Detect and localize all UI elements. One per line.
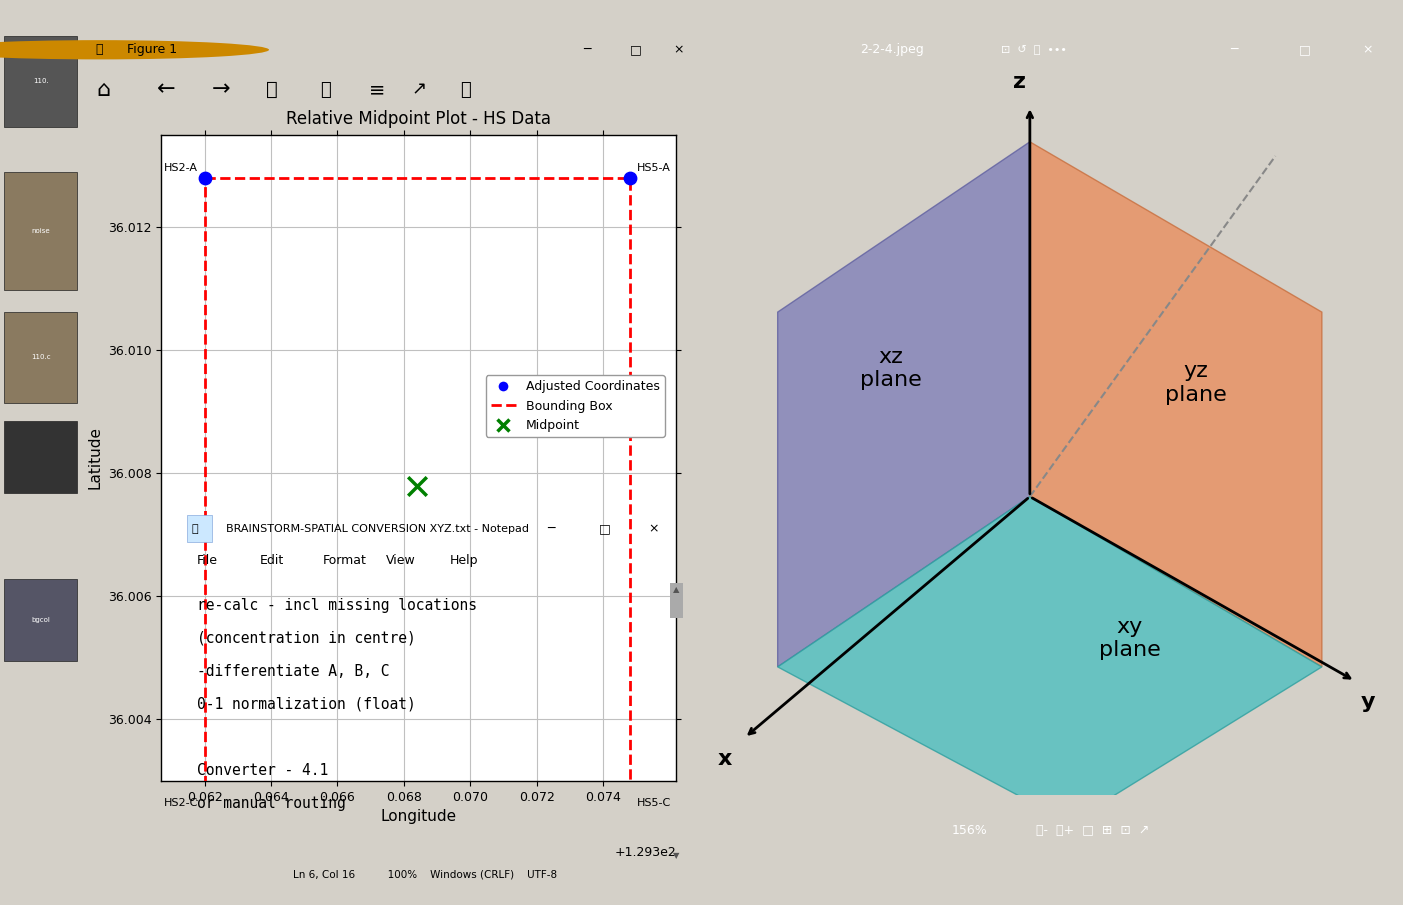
Polygon shape	[1030, 142, 1322, 667]
Text: 💾: 💾	[460, 81, 471, 99]
Text: ─: ─	[1230, 43, 1237, 56]
Text: ─: ─	[547, 522, 556, 535]
Text: 2-2-4.jpeg: 2-2-4.jpeg	[860, 43, 923, 56]
Y-axis label: Latitude: Latitude	[87, 426, 102, 490]
Text: y: y	[1361, 692, 1375, 712]
Text: ─: ─	[584, 43, 591, 56]
Bar	[4, 421, 77, 493]
Text: ⛶: ⛶	[267, 81, 278, 99]
Text: ×: ×	[1362, 43, 1374, 56]
Text: 110.c: 110.c	[31, 355, 51, 360]
Text: ⊡  ↺  🗑  •••: ⊡ ↺ 🗑 •••	[1000, 44, 1066, 55]
Text: HS5-C: HS5-C	[637, 798, 671, 808]
Point	[619, 786, 641, 801]
Text: noise: noise	[31, 228, 51, 233]
Title: Relative Midpoint Plot - HS Data: Relative Midpoint Plot - HS Data	[286, 110, 551, 128]
Text: ▼: ▼	[673, 852, 679, 861]
Bar	[4, 36, 77, 127]
Point	[194, 786, 216, 801]
Text: View: View	[386, 554, 417, 567]
Text: ←: ←	[157, 80, 175, 100]
Text: ↗: ↗	[411, 81, 427, 99]
Text: 🔧: 🔧	[95, 43, 102, 56]
Bar	[4, 312, 77, 403]
Point	[405, 479, 428, 493]
Text: or manual routing: or manual routing	[196, 795, 345, 811]
Circle shape	[0, 40, 269, 60]
Text: 📄: 📄	[191, 523, 198, 534]
Text: 0-1 normalization (float): 0-1 normalization (float)	[196, 697, 415, 711]
Point	[194, 171, 216, 186]
Text: BRAINSTORM-SPATIAL CONVERSION XYZ.txt - Notepad: BRAINSTORM-SPATIAL CONVERSION XYZ.txt - …	[226, 523, 529, 534]
Text: ×: ×	[648, 522, 658, 535]
Text: z: z	[1013, 72, 1027, 92]
Text: bgcol: bgcol	[31, 617, 51, 623]
Text: □: □	[599, 522, 610, 535]
Bar	[4, 172, 77, 290]
Text: □: □	[1298, 43, 1310, 56]
Text: 156%: 156%	[951, 824, 988, 837]
Text: Converter - 4.1: Converter - 4.1	[196, 763, 328, 777]
X-axis label: Longitude: Longitude	[380, 809, 457, 824]
Text: HS2-A: HS2-A	[164, 163, 198, 173]
Text: xz
plane: xz plane	[860, 348, 922, 390]
Polygon shape	[777, 497, 1322, 823]
Text: +1.293e2: +1.293e2	[615, 845, 676, 859]
Text: 110.: 110.	[32, 79, 49, 84]
Text: Ln 6, Col 16          100%    Windows (CRLF)    UTF-8: Ln 6, Col 16 100% Windows (CRLF) UTF-8	[293, 869, 557, 880]
Bar	[4, 579, 77, 661]
Text: Format: Format	[323, 554, 368, 567]
Text: Figure 1: Figure 1	[126, 43, 177, 56]
Text: ×: ×	[673, 43, 683, 56]
Text: ⌂: ⌂	[97, 80, 111, 100]
Text: HS5-A: HS5-A	[637, 163, 671, 173]
Text: (concentration in centre): (concentration in centre)	[196, 631, 415, 645]
Text: ▲: ▲	[673, 585, 679, 594]
Text: 🔍: 🔍	[320, 81, 331, 99]
Legend: Adjusted Coordinates, Bounding Box, Midpoint: Adjusted Coordinates, Bounding Box, Midp…	[485, 376, 665, 437]
Bar	[669, 584, 683, 618]
Text: xy
plane: xy plane	[1099, 617, 1160, 660]
Text: -differentiate A, B, C: -differentiate A, B, C	[196, 663, 390, 679]
Text: re-calc - incl missing locations: re-calc - incl missing locations	[196, 597, 477, 613]
Point	[619, 171, 641, 186]
Text: □: □	[630, 43, 641, 56]
Polygon shape	[777, 142, 1030, 667]
Text: File: File	[196, 554, 217, 567]
Text: ≡: ≡	[369, 81, 386, 99]
Text: HS2-C: HS2-C	[164, 798, 198, 808]
Bar	[187, 515, 212, 542]
Text: 🔍-  🔍+  □  ⊞  ⊡  ↗: 🔍- 🔍+ □ ⊞ ⊡ ↗	[1035, 824, 1149, 837]
Text: →: →	[212, 80, 230, 100]
Text: Help: Help	[449, 554, 478, 567]
Text: yz
plane: yz plane	[1164, 361, 1226, 405]
Text: Edit: Edit	[260, 554, 285, 567]
Text: x: x	[717, 749, 732, 769]
